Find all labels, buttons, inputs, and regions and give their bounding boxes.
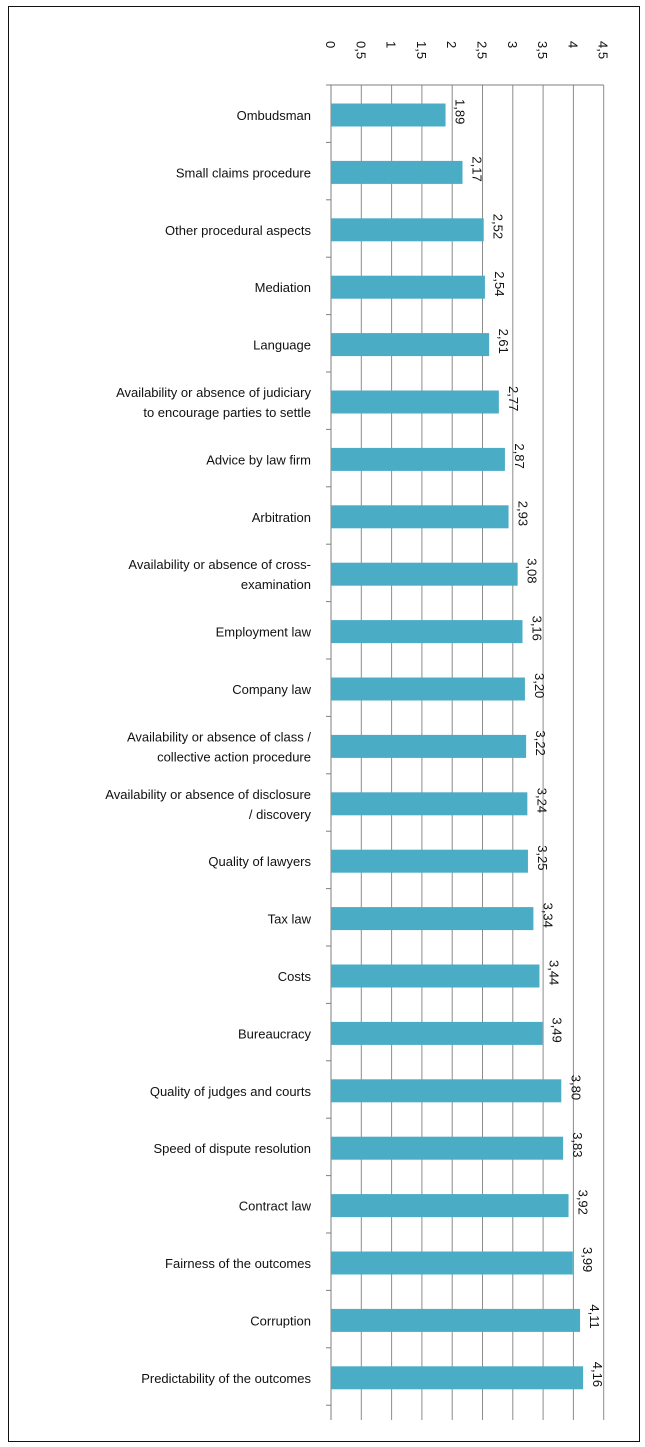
bar bbox=[331, 620, 523, 644]
data-label: 2,77 bbox=[506, 386, 521, 411]
category-label: Contract law bbox=[239, 1199, 312, 1214]
bar bbox=[331, 562, 518, 586]
data-label: 3,92 bbox=[576, 1190, 591, 1215]
x-tick-label: 4 bbox=[565, 41, 580, 48]
x-tick-label: 0,5 bbox=[353, 41, 368, 59]
x-tick-label: 1,5 bbox=[414, 41, 429, 59]
bar bbox=[331, 1194, 569, 1218]
data-label: 4,16 bbox=[590, 1362, 605, 1387]
data-label: 3,80 bbox=[568, 1075, 583, 1100]
data-label: 3,24 bbox=[534, 788, 549, 813]
category-label: Bureaucracy bbox=[238, 1026, 311, 1041]
category-label: Predictability of the outcomes bbox=[141, 1371, 311, 1386]
category-label: Employment law bbox=[216, 625, 312, 640]
bar bbox=[331, 1136, 564, 1160]
bar bbox=[331, 333, 490, 357]
category-label: Availability or absence of disclosure / d… bbox=[105, 787, 311, 822]
data-label: 3,34 bbox=[540, 903, 555, 928]
bar bbox=[331, 275, 485, 299]
bar bbox=[331, 1251, 573, 1275]
category-label: Arbitration bbox=[252, 510, 311, 525]
category-label: Quality of judges and courts bbox=[150, 1084, 312, 1099]
labels: 0 0,5 1 1,5 2 2,5 3 3,5 4 4,5 1,89 Ombudsman 2,17 Sma… bbox=[105, 41, 610, 1387]
category-label: Tax law bbox=[268, 912, 312, 927]
category-label: Ombudsman bbox=[237, 108, 311, 123]
category-label: Corruption bbox=[250, 1313, 311, 1328]
data-label: 2,17 bbox=[470, 156, 485, 181]
x-tick-label: 1 bbox=[384, 41, 399, 48]
category-label: Availability or absence of judiciary to e… bbox=[116, 385, 311, 420]
x-tick-label: 3,5 bbox=[535, 41, 550, 59]
data-label: 3,20 bbox=[532, 673, 547, 698]
data-label: 2,54 bbox=[492, 271, 507, 296]
bar bbox=[331, 907, 534, 931]
x-tick-label: 2,5 bbox=[475, 41, 490, 59]
bars bbox=[331, 103, 584, 1390]
category-label: Small claims procedure bbox=[176, 165, 311, 180]
data-label: 2,87 bbox=[512, 443, 527, 468]
data-label: 2,61 bbox=[496, 329, 511, 354]
category-label: Quality of lawyers bbox=[208, 854, 311, 869]
category-label: Advice by law firm bbox=[206, 452, 311, 467]
bar bbox=[331, 964, 540, 988]
bar bbox=[331, 677, 525, 701]
bar bbox=[331, 1021, 543, 1045]
category-label: Costs bbox=[278, 969, 312, 984]
bar bbox=[331, 849, 528, 873]
x-tick-label: 3 bbox=[505, 41, 520, 48]
data-label: 3,83 bbox=[570, 1132, 585, 1157]
category-label: Language bbox=[253, 338, 311, 353]
data-label: 2,52 bbox=[491, 214, 506, 239]
category-label: Other procedural aspects bbox=[165, 223, 311, 238]
bar bbox=[331, 792, 528, 816]
bar bbox=[331, 103, 446, 127]
data-label: 3,08 bbox=[525, 558, 540, 583]
bar bbox=[331, 505, 509, 529]
bar bbox=[331, 447, 505, 471]
category-label: Availability or absence of cross-examina… bbox=[128, 557, 311, 592]
bar bbox=[331, 1308, 581, 1332]
bar bbox=[331, 390, 499, 414]
data-label: 3,16 bbox=[529, 616, 544, 641]
data-label: 1,89 bbox=[453, 99, 468, 124]
category-label: Fairness of the outcomes bbox=[165, 1256, 311, 1271]
bar bbox=[331, 218, 484, 242]
category-label: Speed of dispute resolution bbox=[153, 1141, 311, 1156]
data-label: 2,93 bbox=[516, 501, 531, 526]
data-label: 3,49 bbox=[549, 1017, 564, 1042]
category-label: Mediation bbox=[255, 280, 311, 295]
data-label: 4,11 bbox=[587, 1304, 602, 1328]
bar bbox=[331, 160, 463, 184]
data-label: 3,44 bbox=[546, 960, 561, 985]
data-label: 3,25 bbox=[535, 845, 550, 870]
x-tick-label: 0 bbox=[323, 41, 338, 48]
category-label: Availability or absence of class / collec… bbox=[127, 729, 311, 764]
bar bbox=[331, 1079, 562, 1103]
bar bbox=[331, 1366, 584, 1390]
data-label: 3,99 bbox=[580, 1247, 595, 1272]
x-tick-label: 4,5 bbox=[596, 41, 611, 59]
bar bbox=[331, 734, 527, 758]
category-label: Company law bbox=[232, 682, 311, 697]
data-label: 3,22 bbox=[533, 730, 548, 755]
x-tick-label: 2 bbox=[444, 41, 459, 48]
